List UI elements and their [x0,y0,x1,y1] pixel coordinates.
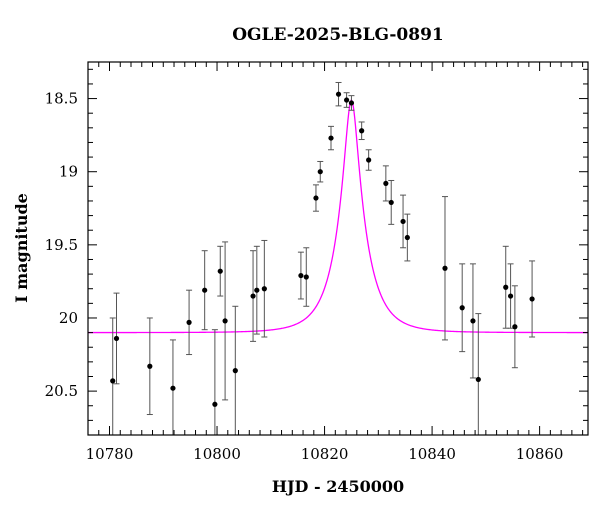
plot-area: 10780 10800 10820 10840 10860 18.5 19 19.5 20 20.… [45,61,589,463]
data-point [388,199,394,206]
data-point [217,268,223,274]
data-point [335,91,342,97]
data-point [348,100,355,106]
chart-title: OGLE-2025-BLG-0891 [232,25,444,45]
data-point [366,157,372,163]
plot-frame [87,61,589,436]
data-point [459,305,465,311]
data-point [383,180,389,187]
data-point [147,363,153,369]
data-point [400,218,406,225]
data-point [222,318,228,324]
data-point [186,319,192,325]
x-axis-label: HJD - 2450000 [272,477,404,496]
data-point [298,272,304,279]
data-point [507,293,514,299]
data-point [232,368,238,374]
plot-inner [88,81,588,435]
data-point [110,378,116,384]
data-point [170,385,176,391]
y-tick-label: 19 [59,163,78,181]
data-point [303,274,309,280]
x-tick-label: 10860 [516,445,564,463]
data-point [475,376,481,383]
x-tick-label: 10820 [301,445,349,463]
y-tick-label: 18.5 [45,90,78,108]
data-point [313,195,319,201]
y-tick-label: 19.5 [45,236,78,254]
data-point [202,287,208,293]
data-point [529,296,535,302]
x-tick-label: 10840 [408,445,456,463]
x-tick-label: 10780 [86,445,134,463]
data-point [344,97,350,103]
data-point [359,128,365,134]
data-point [261,286,267,292]
model-curve [88,98,588,334]
x-tick-label: 10800 [193,445,241,463]
data-point [512,324,518,330]
data-point [250,293,256,299]
y-tick-label: 20 [59,309,78,327]
data-point [404,234,410,241]
data-point [470,318,476,324]
data-point [328,135,334,141]
data-point [317,169,323,175]
data-point [254,287,260,293]
data-point [212,401,218,407]
data-point [503,284,509,290]
y-tick-label: 20.5 [45,382,78,400]
data-point [442,265,448,271]
y-axis-label: I magnitude [12,193,31,303]
data-point [113,335,120,342]
